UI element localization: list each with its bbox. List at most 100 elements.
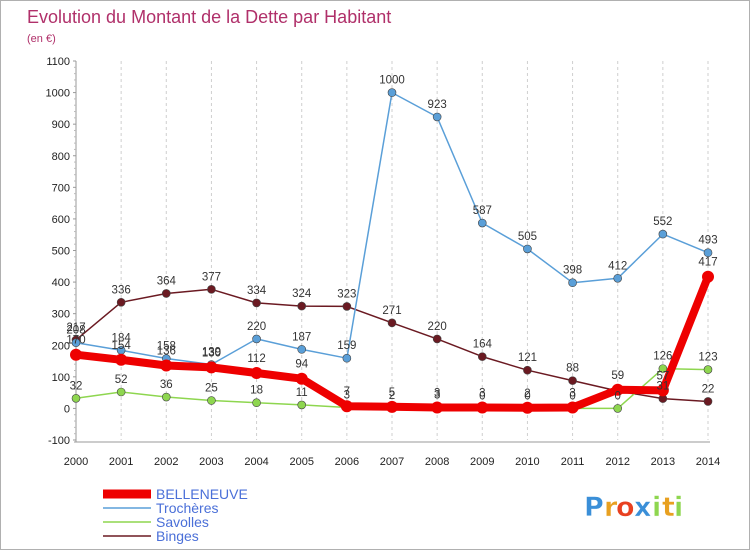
- data-label-trocheres: 552: [653, 216, 672, 228]
- data-label-trocheres: 220: [247, 321, 266, 333]
- data-label-binges: 364: [157, 275, 177, 287]
- data-label-belleneuve: 2: [524, 388, 530, 400]
- data-point-belleneuve: [295, 372, 308, 385]
- data-point-savolles: [658, 364, 668, 373]
- data-point-savolles: [207, 396, 216, 405]
- data-point-belleneuve: [656, 384, 669, 397]
- data-point-savolles: [613, 404, 623, 413]
- series-belleneuve: [70, 270, 714, 414]
- data-point-binges: [297, 301, 307, 311]
- data-label-trocheres: 505: [518, 231, 537, 243]
- data-label-belleneuve: 57: [656, 370, 669, 382]
- data-point-trocheres: [387, 88, 397, 97]
- data-label-savolles: 0: [524, 390, 530, 402]
- data-label-savolles: 123: [698, 352, 717, 364]
- data-point-trocheres: [703, 248, 713, 258]
- data-label-binges: 31: [656, 381, 669, 393]
- data-point-belleneuve: [340, 400, 353, 413]
- data-point-binges: [568, 376, 577, 385]
- x-tick-label: 2000: [64, 456, 88, 468]
- x-tick-label: 2007: [380, 456, 404, 468]
- data-point-belleneuve: [250, 367, 263, 380]
- axis-layer: -100010020030040050060070080090010001100…: [46, 56, 721, 468]
- data-label-trocheres: 159: [337, 340, 356, 352]
- series-binges: [71, 285, 713, 406]
- data-point-trocheres: [568, 278, 577, 288]
- logo-letter: r: [604, 492, 618, 523]
- x-tick-label: 2002: [154, 456, 178, 468]
- legend-label-belleneuve: BELLENEUVE: [156, 486, 248, 502]
- data-point-binges: [161, 289, 171, 298]
- data-label-trocheres: 398: [563, 265, 582, 277]
- x-tick-label: 2012: [605, 456, 629, 468]
- data-point-belleneuve: [160, 359, 173, 372]
- data-label-trocheres: 1000: [379, 75, 405, 87]
- data-label-trocheres: 187: [292, 331, 311, 343]
- x-tick-label: 2005: [289, 456, 313, 468]
- data-point-savolles: [703, 365, 713, 374]
- data-label-savolles: 3: [344, 389, 350, 401]
- data-point-belleneuve: [70, 348, 82, 361]
- x-tick-label: 2013: [651, 456, 675, 468]
- y-tick-label: 900: [52, 119, 70, 131]
- data-point-binges: [252, 298, 261, 308]
- data-label-binges: 220: [428, 321, 447, 333]
- y-tick-label: 300: [52, 309, 70, 321]
- data-label-trocheres: 158: [157, 341, 176, 353]
- data-point-trocheres: [252, 334, 261, 344]
- x-tick-label: 2001: [109, 456, 133, 468]
- y-tick-label: -100: [48, 435, 70, 447]
- y-tick-label: 400: [52, 277, 70, 289]
- x-tick-label: 2014: [696, 456, 720, 468]
- legend-label-binges: Binges: [156, 528, 199, 544]
- y-tick-label: 1100: [46, 56, 70, 68]
- data-point-trocheres: [71, 338, 81, 348]
- y-tick-label: 800: [52, 151, 70, 163]
- data-label-belleneuve: 3: [479, 387, 485, 399]
- data-label-belleneuve: 136: [157, 345, 176, 357]
- data-point-trocheres: [297, 345, 307, 354]
- data-point-binges: [432, 334, 442, 344]
- data-label-binges: 164: [473, 339, 493, 351]
- series-layer: [70, 88, 714, 414]
- data-point-savolles: [297, 400, 307, 410]
- data-point-binges: [523, 365, 532, 375]
- data-point-trocheres: [432, 112, 442, 122]
- data-label-trocheres: 208: [66, 325, 85, 337]
- data-label-belleneuve: 3: [434, 387, 440, 399]
- y-tick-label: 0: [64, 403, 70, 415]
- logo-letter: o: [616, 492, 635, 523]
- data-point-binges: [387, 318, 397, 328]
- data-label-savolles: 126: [653, 351, 672, 363]
- x-tick-label: 2011: [561, 456, 585, 468]
- data-label-belleneuve: 170: [66, 335, 85, 347]
- data-label-trocheres: 587: [473, 205, 492, 217]
- data-point-savolles: [161, 392, 171, 402]
- logo-letter: x: [634, 492, 651, 523]
- data-point-binges: [477, 352, 487, 361]
- data-label-trocheres: 493: [698, 235, 717, 247]
- data-label-savolles: 18: [250, 385, 263, 397]
- data-point-savolles: [71, 394, 81, 403]
- data-label-belleneuve: 94: [295, 359, 308, 371]
- data-label-binges: 334: [247, 285, 267, 297]
- data-label-savolles: 52: [115, 374, 128, 386]
- data-point-trocheres: [658, 229, 668, 239]
- logo-letter: t: [662, 492, 675, 523]
- data-label-binges: 271: [382, 305, 401, 317]
- data-point-belleneuve: [115, 353, 128, 366]
- y-tick-label: 100: [52, 372, 70, 384]
- data-point-belleneuve: [611, 383, 624, 396]
- x-tick-label: 2008: [425, 456, 449, 468]
- data-point-binges: [116, 297, 126, 307]
- legend-label-trocheres: Trochères: [156, 500, 219, 516]
- data-label-binges: 323: [337, 288, 356, 300]
- data-label-belleneuve: 5: [389, 387, 395, 399]
- data-label-savolles: 0: [569, 390, 575, 402]
- data-label-belleneuve: 59: [611, 370, 624, 382]
- data-label-binges: 88: [566, 363, 579, 375]
- y-tick-label: 1000: [46, 88, 70, 100]
- logo-letter: i: [652, 492, 661, 523]
- data-point-belleneuve: [386, 400, 398, 413]
